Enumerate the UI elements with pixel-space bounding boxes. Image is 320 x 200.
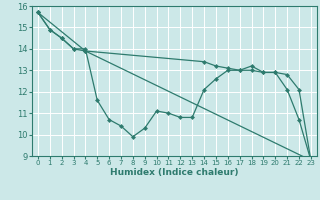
X-axis label: Humidex (Indice chaleur): Humidex (Indice chaleur) <box>110 168 239 177</box>
